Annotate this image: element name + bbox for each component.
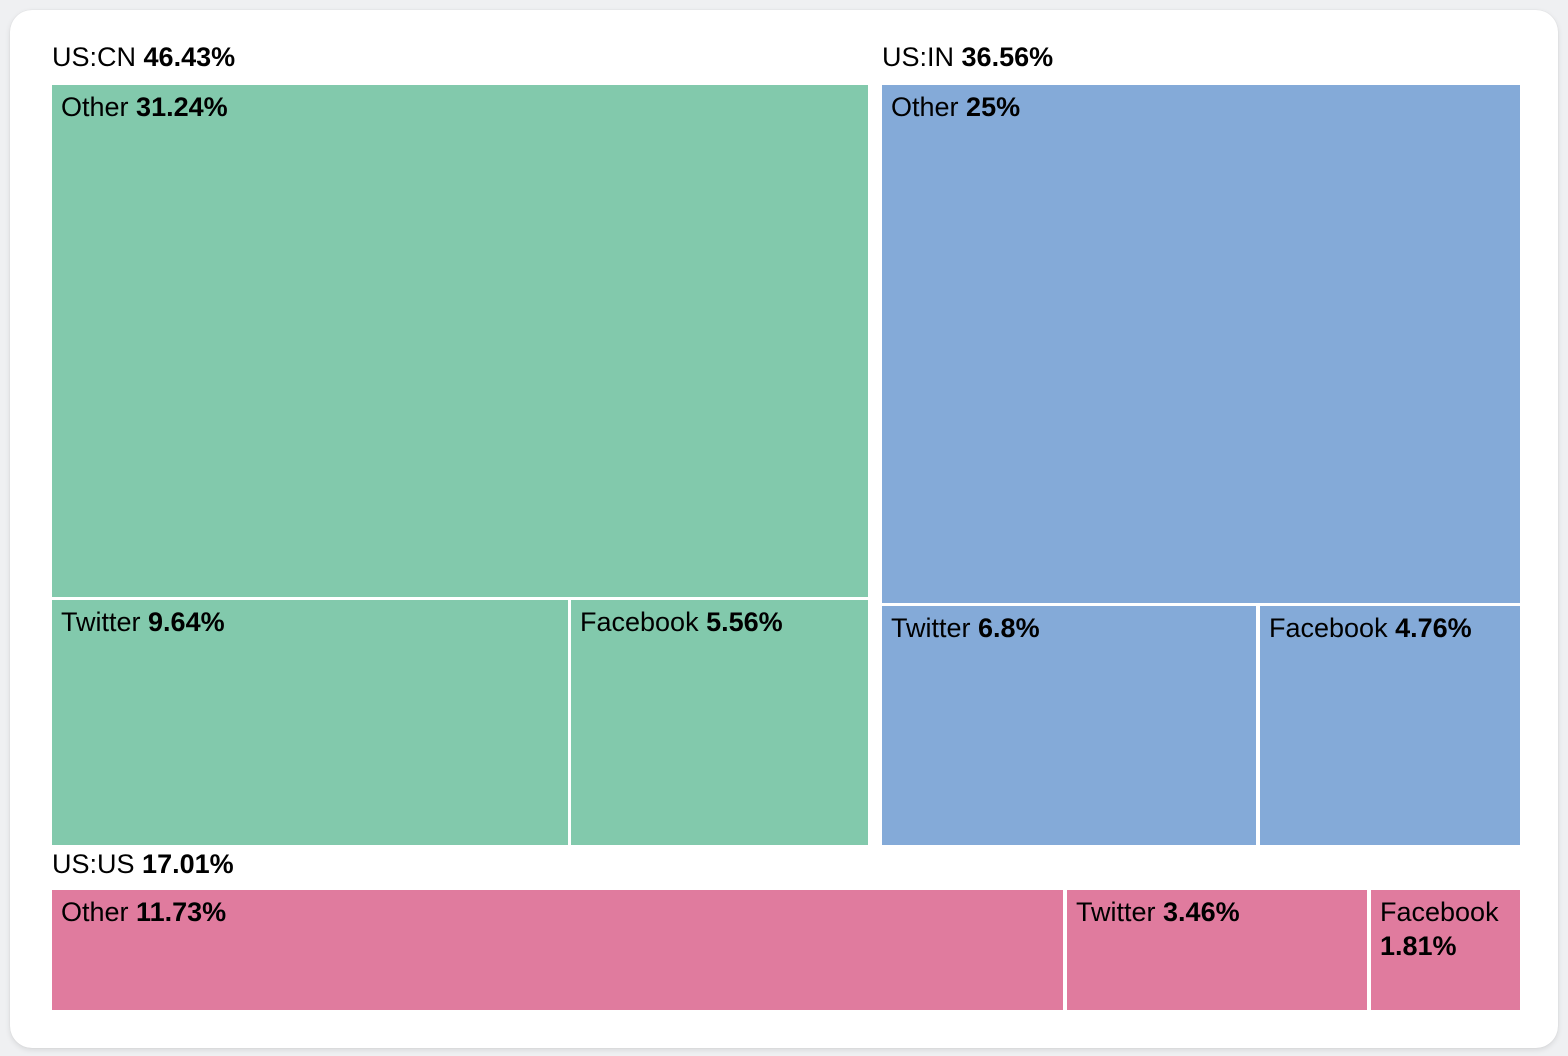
- cell-share: 31.24%: [136, 92, 228, 122]
- cell-share: 3.46%: [1163, 897, 1240, 927]
- cell-label: Facebook: [580, 607, 699, 637]
- cell-share: 11.73%: [136, 897, 227, 927]
- treemap-card: US:CN 46.43% US:IN 36.56% US:US 17.01% O…: [10, 10, 1558, 1048]
- cell-share: 5.56%: [706, 607, 783, 637]
- group-share: 46.43%: [143, 42, 236, 72]
- group-header-us-in: US:IN 36.56%: [882, 42, 1053, 73]
- group-header-us-us: US:US 17.01%: [52, 849, 234, 880]
- cell-label: Other: [61, 92, 129, 122]
- treemap-cell-us-in-twitter[interactable]: Twitter 6.8%: [882, 606, 1256, 845]
- cell-label: Twitter: [61, 607, 141, 637]
- group-share: 36.56%: [961, 42, 1054, 72]
- treemap-cell-us-us-twitter[interactable]: Twitter 3.46%: [1067, 890, 1367, 1010]
- group-share: 17.01%: [142, 849, 234, 879]
- cell-share: 25%: [966, 92, 1021, 122]
- group-label: US:IN: [882, 42, 955, 72]
- treemap-cell-us-in-facebook[interactable]: Facebook 4.76%: [1260, 606, 1520, 845]
- cell-label: Facebook: [1269, 613, 1388, 643]
- cell-label: Twitter: [1076, 897, 1156, 927]
- treemap-cell-us-us-facebook[interactable]: Facebook 1.81%: [1371, 890, 1520, 1010]
- group-label: US:CN: [52, 42, 137, 72]
- treemap-cell-us-cn-facebook[interactable]: Facebook 5.56%: [571, 600, 868, 845]
- cell-share: 6.8%: [978, 613, 1040, 643]
- cell-share: 9.64%: [148, 607, 225, 637]
- treemap-cell-us-in-other[interactable]: Other 25%: [882, 85, 1520, 603]
- group-header-us-cn: US:CN 46.43%: [52, 42, 235, 73]
- cell-label: Other: [891, 92, 959, 122]
- cell-share: 4.76%: [1395, 613, 1472, 643]
- cell-label: Facebook: [1380, 897, 1499, 927]
- cell-share: 1.81%: [1380, 931, 1457, 961]
- treemap-cell-us-cn-twitter[interactable]: Twitter 9.64%: [52, 600, 568, 845]
- treemap-cell-us-cn-other[interactable]: Other 31.24%: [52, 85, 868, 597]
- cell-label: Other: [61, 897, 129, 927]
- treemap-cell-us-us-other[interactable]: Other 11.73%: [52, 890, 1063, 1010]
- cell-label: Twitter: [891, 613, 971, 643]
- group-label: US:US: [52, 849, 135, 879]
